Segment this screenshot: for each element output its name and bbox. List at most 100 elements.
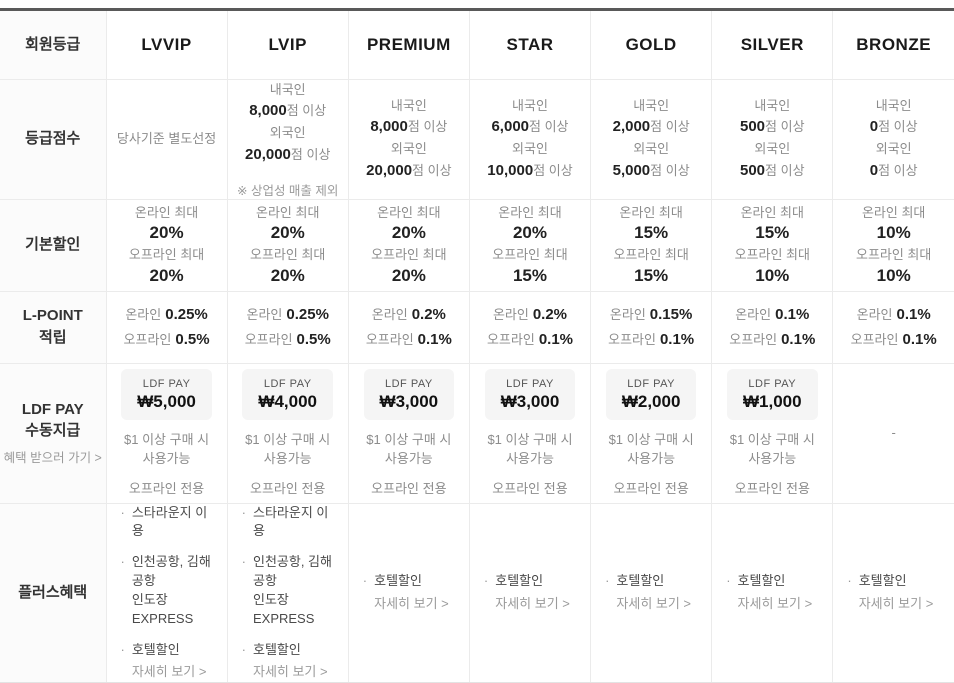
foreign-label: 외국인	[754, 141, 791, 156]
plus-benefits-cell-star: · 호텔할인 자세히 보기 >	[468, 502, 592, 683]
offline-rate: 오프라인 0.5%	[244, 331, 331, 348]
offline-only-text: 오프라인 전용	[250, 481, 326, 497]
base-discount-cell-silver: 온라인 최대 15% 오프라인 최대 10%	[711, 198, 834, 292]
badge-label: LDF PAY	[384, 377, 433, 390]
bullet: ·	[120, 504, 125, 520]
row-label-text: 적립	[38, 329, 67, 346]
ldf-pay-badge: LDF PAY ₩5,000	[121, 368, 212, 420]
foreign-score: 20,000점 이상	[366, 161, 452, 179]
foreign-label: 외국인	[269, 125, 306, 140]
offline-max-label: 오프라인 최대	[613, 247, 689, 262]
hotel-detail-link[interactable]: 자세히 보기 >	[374, 595, 449, 611]
badge-label: LDF PAY	[142, 377, 191, 390]
hotel-detail-link[interactable]: 자세히 보기 >	[858, 595, 934, 611]
online-rate: 온라인 0.2%	[492, 305, 568, 323]
hotel-detail-link[interactable]: 자세히 보기 >	[131, 664, 207, 680]
plus-benefits-cell-silver: · 호텔할인 자세히 보기 >	[711, 502, 834, 683]
grade-score-row: 등급점수 당사기준 별도선정 내국인 8,000점 이상 외국인 20,000점…	[0, 78, 954, 200]
online-discount-value: 20%	[149, 223, 184, 243]
domestic-score: 2,000점 이상	[612, 118, 690, 135]
row-label-text: 등급점수	[25, 130, 81, 148]
tier-header-bronze: BRONZE	[832, 11, 954, 80]
badge-label: LDF PAY	[748, 377, 797, 390]
grade-score-cell-lvip: 내국인 8,000점 이상 외국인 20,000점 이상 ※ 상업성 매출 제외	[226, 78, 349, 200]
online-discount-value: 10%	[876, 223, 911, 243]
offline-rate: 오프라인 0.1%	[729, 331, 816, 348]
online-rate: 온라인 0.1%	[856, 305, 931, 323]
tier-name: BRONZE	[856, 34, 932, 54]
bullet: ·	[605, 573, 610, 589]
domestic-label: 내국인	[512, 97, 548, 113]
lpoint-row: L-POINT 적립 온라인 0.25% 오프라인 0.5% 온라인 0.25% 오프…	[0, 290, 954, 364]
tier-name: GOLD	[625, 34, 677, 54]
bullet: ·	[241, 641, 246, 657]
ldf-pay-cell-lvvip: LDF PAY ₩5,000 $1 이상 구매 시 사용가능 오프라인 전용	[105, 362, 228, 504]
tier-header-row: 회원등급 LVVIP LVIP PREMIUM STAR GOLD SILVER…	[0, 11, 954, 80]
badge-label: LDF PAY	[506, 377, 554, 390]
offline-rate: 오프라인 0.1%	[850, 331, 937, 348]
base-discount-cell-bronze: 온라인 최대 10% 오프라인 최대 10%	[832, 198, 954, 292]
empty-dash: -	[891, 425, 896, 440]
domestic-label: 내국인	[754, 97, 791, 113]
base-discount-row: 기본할인 온라인 최대 20% 오프라인 최대 20% 온라인 최대 20% 오…	[0, 198, 954, 292]
domestic-score: 8,000점 이상	[370, 118, 448, 135]
grade-score-cell-star: 내국인 6,000점 이상 외국인 10,000점 이상	[468, 78, 592, 200]
badge-amount: ₩1,000	[742, 391, 802, 411]
tier-header-gold: GOLD	[590, 11, 713, 80]
grade-score-cell-bronze: 내국인 0점 이상 외국인 0점 이상	[832, 78, 954, 200]
row-label-text: 기본할인	[25, 236, 81, 254]
domestic-score: 500점 이상	[740, 118, 805, 135]
domestic-score: 0점 이상	[869, 118, 918, 135]
offline-max-label: 오프라인 최대	[128, 247, 205, 262]
offline-discount-value: 20%	[270, 265, 305, 285]
online-rate: 온라인 0.15%	[609, 305, 693, 323]
hotel-detail-link[interactable]: 자세히 보기 >	[252, 664, 328, 680]
benefit-hotel-discount: · 호텔할인 자세히 보기 >	[121, 641, 207, 683]
offline-max-label: 오프라인 최대	[734, 247, 810, 262]
offline-only-text: 오프라인 전용	[128, 481, 205, 497]
ldf-pay-cell-silver: LDF PAY ₩1,000 $1 이상 구매 시 사용가능 오프라인 전용	[711, 362, 834, 504]
tier-header-premium: PREMIUM	[347, 11, 470, 80]
ldf-pay-badge: LDF PAY ₩3,000	[363, 368, 455, 420]
online-max-label: 온라인 최대	[861, 204, 926, 220]
grade-score-cell-lvvip: 당사기준 별도선정	[105, 78, 228, 200]
online-discount-value: 20%	[391, 223, 426, 243]
hotel-detail-link[interactable]: 자세히 보기 >	[616, 595, 692, 611]
special-selection-text: 당사기준 별도선정	[116, 131, 217, 147]
domestic-label: 내국인	[390, 97, 427, 113]
offline-discount-value: 10%	[755, 265, 790, 285]
row-label-base-discount: 기본할인	[0, 198, 107, 292]
lpoint-cell-lvvip: 온라인 0.25% 오프라인 0.5%	[105, 290, 228, 364]
usage-condition: $1 이상 구매 시 사용가능	[124, 431, 210, 466]
ldf-pay-cell-gold: LDF PAY ₩2,000 $1 이상 구매 시 사용가능 오프라인 전용	[590, 362, 713, 504]
offline-max-label: 오프라인 최대	[855, 247, 932, 262]
online-max-label: 온라인 최대	[134, 204, 199, 220]
foreign-label: 외국인	[633, 141, 670, 156]
benefit-hotel-discount: · 호텔할인 자세히 보기 >	[242, 641, 328, 683]
foreign-score: 5,000점 이상	[612, 161, 690, 179]
online-discount-value: 15%	[755, 223, 790, 243]
hotel-detail-link[interactable]: 자세히 보기 >	[737, 595, 813, 611]
bullet: ·	[241, 554, 246, 570]
badge-amount: ₩2,000	[621, 391, 681, 411]
row-label-ldf-pay: LDF PAY 수동지급 혜택 받으러 가기 >	[0, 362, 107, 504]
bullet: ·	[726, 573, 731, 589]
lpoint-cell-premium: 온라인 0.2% 오프라인 0.1%	[347, 290, 470, 364]
bullet: ·	[483, 573, 489, 589]
offline-only-text: 오프라인 전용	[492, 481, 568, 497]
offline-only-text: 오프라인 전용	[734, 481, 810, 497]
get-benefit-link[interactable]: 혜택 받으러 가기 >	[3, 451, 102, 466]
hotel-detail-link[interactable]: 자세히 보기 >	[495, 595, 570, 611]
online-rate: 온라인 0.25%	[125, 305, 208, 323]
foreign-label: 외국인	[875, 141, 912, 156]
ldf-pay-cell-star: LDF PAY ₩3,000 $1 이상 구매 시 사용가능 오프라인 전용	[468, 362, 592, 504]
grade-score-cell-premium: 내국인 8,000점 이상 외국인 20,000점 이상	[347, 78, 470, 200]
offline-rate: 오프라인 0.5%	[123, 331, 210, 348]
plus-benefits-cell-lvvip: · 스타라운지 이용 · 인천공항, 김해공항 인도장 EXPRESS · 호텔…	[105, 502, 228, 683]
offline-max-label: 오프라인 최대	[371, 247, 447, 262]
row-label-grade-score: 등급점수	[0, 78, 107, 200]
bullet: ·	[120, 641, 125, 657]
online-discount-value: 20%	[512, 223, 547, 243]
tier-name: LVIP	[268, 34, 307, 54]
